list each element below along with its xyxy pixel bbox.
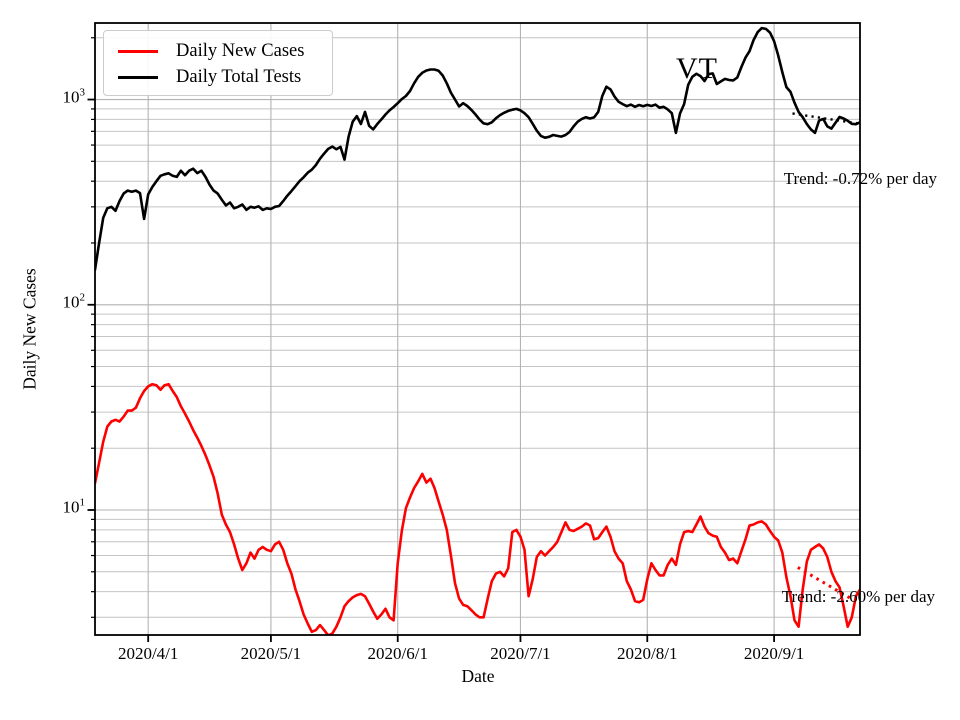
legend: Daily New Cases Daily Total Tests [103,30,333,96]
tests-trend-annotation: Trend: -0.72% per day [783,169,937,188]
trend-dotted-line [797,566,853,601]
legend-label-daily-new-cases: Daily New Cases [176,40,305,61]
x-tick-label: 2020/4/1 [117,644,179,663]
legend-item-daily-new-cases: Daily New Cases [118,38,322,64]
x-tick-label: 2020/5/1 [240,644,302,663]
axes-spines [94,22,861,636]
x-axis-label: Date [461,666,495,686]
series-line-daily-total-tests [95,26,860,272]
x-tick-label: 2020/9/1 [743,644,805,663]
state-label: VT [676,52,718,85]
legend-label-daily-total-tests: Daily Total Tests [176,66,302,87]
red-line-swatch-icon [118,49,158,53]
legend-item-daily-total-tests: Daily Total Tests [118,64,322,90]
trend-dotted-line [792,112,860,125]
series-line-daily-new-cases [95,382,860,635]
x-tick-label: 2020/8/1 [617,644,678,663]
cases-trend-annotation: Trend: -2.60% per day [781,587,935,606]
y-axis-label: Daily New Cases [19,268,40,390]
y-tick-label: 101 [62,496,86,517]
y-tick-label: 103 [62,86,86,106]
x-tick-label: 2020/7/1 [490,644,551,663]
black-line-swatch-icon [118,75,158,79]
y-tick-label: 102 [62,291,86,312]
x-tick-label: 2020/6/1 [367,644,428,663]
